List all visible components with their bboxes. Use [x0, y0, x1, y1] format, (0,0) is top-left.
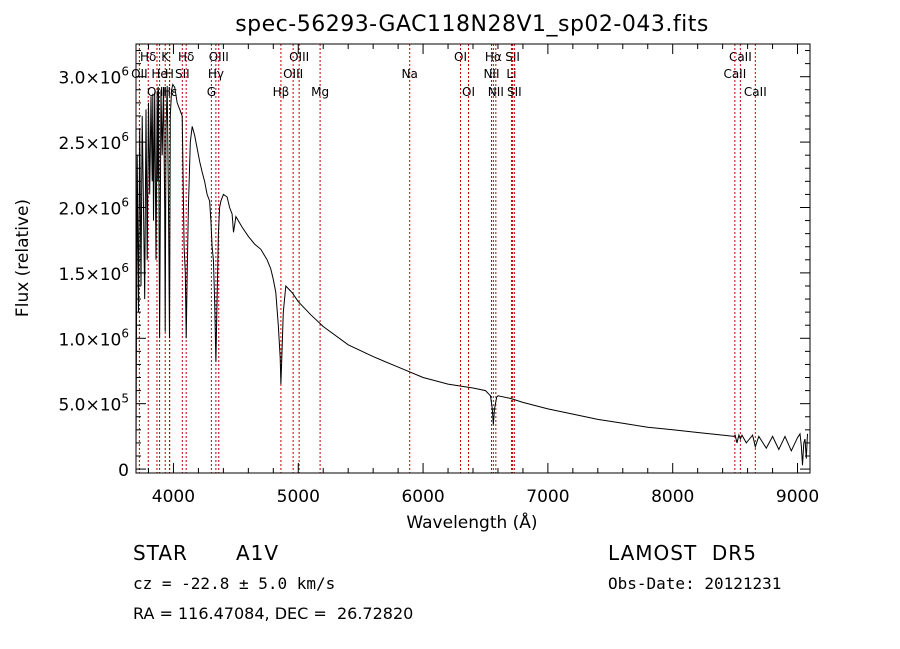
y-tick-label: 2.0×106 [58, 195, 129, 219]
object-subclass: A1V [236, 541, 280, 565]
x-axis: 4000 5000 6000 7000 8000 9000 [147, 44, 819, 507]
spectral-line-label: G [207, 85, 216, 99]
y-tick-label: 0 [118, 461, 129, 481]
spectral-line-label: CaII [744, 85, 767, 99]
x-axis-label: Wavelength (Å) [406, 511, 537, 533]
spectral-line-label: K [161, 50, 170, 64]
spectral-line-label: Hε [162, 85, 178, 99]
spectral-line-label: Hδ [178, 50, 194, 64]
x-tick-label: 4000 [152, 487, 195, 507]
plot-frame [135, 43, 811, 474]
spectral-line-label: OI [454, 50, 467, 64]
spectral-line-label: NII [488, 85, 504, 99]
spectral-line-label: Hα [485, 50, 502, 64]
spectral-line-label: OI [462, 85, 475, 99]
x-tick-label: 9000 [776, 487, 819, 507]
spectral-line-label: SII [505, 50, 520, 64]
spectral-line-label: He [151, 67, 167, 81]
x-tick-label: 8000 [651, 487, 694, 507]
spectral-line-label: SII [175, 67, 190, 81]
spectral-line-label: Li [506, 67, 516, 81]
redshift-text: cz = -22.8 ± 5.0 km/s [133, 574, 336, 593]
y-tick-label: 1.5×106 [58, 261, 129, 285]
spectral-line-label: OIII [283, 67, 303, 81]
object-class: STAR [133, 541, 188, 565]
y-tick-label: 5.0×105 [58, 392, 129, 416]
spectral-line-label: OIII [289, 50, 309, 64]
y-tick-label: 2.5×106 [58, 130, 129, 154]
spectral-line-label: OIII [209, 50, 229, 64]
x-tick-label: 6000 [401, 487, 444, 507]
spectral-line-label: SII [507, 85, 522, 99]
y-tick-label: 3.0×106 [58, 65, 129, 89]
survey-name: LAMOST DR5 [608, 541, 757, 565]
spectral-line-label: Mg [311, 85, 329, 99]
y-axis: 0 5.0×105 1.0×106 1.5×106 2.0×106 2.5×106 3.0×… [58, 50, 810, 481]
y-tick-label: 1.0×106 [58, 326, 129, 350]
spectral-line-label: NII [483, 67, 499, 81]
spectral-line-markers: HδKHδOIIIOIIIOIHαSIICaIIOIIHeHSIIHγOIIIN… [131, 44, 767, 473]
spectral-line-label: Hγ [208, 67, 224, 81]
spectral-line-label: Na [402, 67, 418, 81]
spectrum-layer [135, 83, 808, 466]
y-axis-label: Flux (relative) [13, 199, 33, 317]
spectral-line-label: CaII [723, 67, 746, 81]
coordinates-text: RA = 116.47084, DEC = 26.72820 [133, 604, 414, 623]
spectral-line-label: Hβ [273, 85, 290, 99]
obs-date-text: Obs-Date: 20121231 [608, 574, 782, 593]
spectrum-line [135, 83, 808, 466]
x-tick-label: 7000 [526, 487, 569, 507]
spectral-line-label: OII [131, 67, 148, 81]
x-tick-label: 5000 [277, 487, 320, 507]
chart-title: spec-56293-GAC118N28V1_sp02-043.fits [235, 12, 709, 37]
spectral-line-label: Hδ [140, 50, 156, 64]
spectral-line-label: CaII [729, 50, 752, 64]
